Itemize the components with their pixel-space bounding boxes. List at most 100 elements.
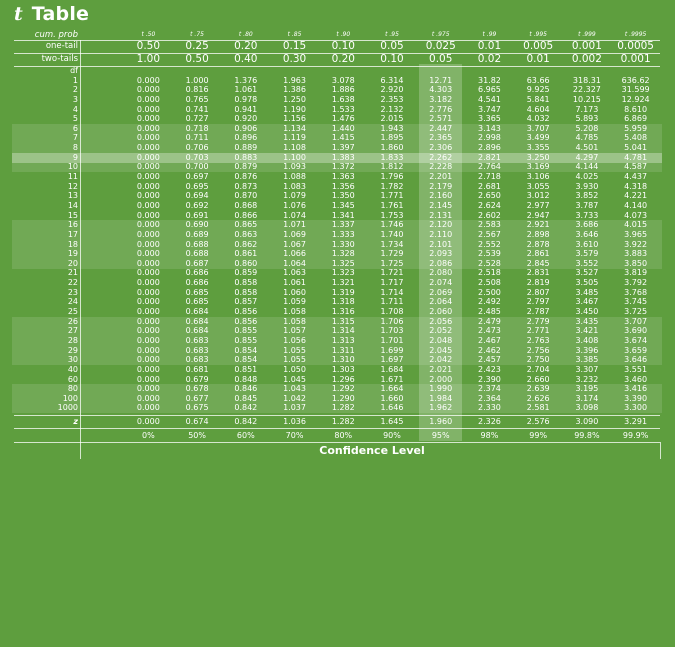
table-cell: 0.000 — [136, 374, 160, 384]
table-cell: 4.781 — [624, 152, 648, 162]
table-cell: 1.042 — [283, 393, 306, 403]
table-cell: 2.306 — [429, 143, 453, 153]
table-cell: 2.779 — [526, 316, 550, 326]
table-cell: 1.440 — [331, 123, 355, 133]
table-cell: 10.215 — [572, 94, 601, 104]
table-cell: 3.385 — [575, 355, 599, 365]
table-cell: 1.282 — [331, 417, 355, 427]
divider-line — [14, 66, 660, 67]
divider-line — [14, 53, 660, 54]
table-row: 24 0.000 0.685 0.857 1.059 1.318 1.711 2.064 2.4… — [0, 297, 660, 307]
table-cell: 4.140 — [624, 200, 648, 210]
table-cell: 0.862 — [234, 239, 258, 249]
table-cell: 3.106 — [526, 172, 550, 182]
table-cell: 1.740 — [380, 229, 404, 239]
table-cell: 0.727 — [185, 114, 209, 124]
table-cell: 3.659 — [624, 345, 648, 355]
table-cell: 0.678 — [185, 384, 209, 394]
row-label: 6 — [72, 123, 78, 133]
table-row: 1000 0.000 0.675 0.842 1.037 1.282 1.646 1.962 2… — [0, 403, 660, 413]
table-cell: 98% — [480, 430, 499, 440]
table-cell: 1.061 — [283, 278, 306, 288]
table-cell: 318.31 — [572, 75, 601, 85]
table-cell: 0.858 — [234, 278, 258, 288]
table-cell: 0.000 — [136, 210, 160, 220]
table-row: 7 0.000 0.711 0.896 1.119 1.415 1.895 2.365 2.99… — [0, 133, 660, 143]
table-row: 22 0.000 0.686 0.858 1.061 1.321 1.717 2.074 2.5… — [0, 278, 660, 288]
table-cell: 0.001 — [571, 40, 602, 52]
table-cell: 0.000 — [136, 133, 160, 143]
table-cell: 1.782 — [380, 181, 404, 191]
table-cell: 0.861 — [234, 249, 258, 259]
table-cell: 4.144 — [575, 162, 599, 172]
table-cell: 1.056 — [283, 335, 306, 345]
table-cell: 2.060 — [429, 307, 453, 317]
table-cell: 1.699 — [380, 345, 404, 355]
table-cell: 0.688 — [185, 249, 209, 259]
row-label: two-tails — [41, 54, 78, 64]
table-cell: 1.337 — [331, 220, 355, 230]
table-cell: 2.764 — [477, 162, 501, 172]
table-cell: 1.717 — [380, 278, 404, 288]
table-cell: 2.896 — [477, 143, 501, 153]
table-cell: 2.479 — [477, 316, 501, 326]
table-cell: 1.055 — [283, 345, 306, 355]
table-cell: 4.318 — [624, 181, 648, 191]
table-cell: 63.66 — [526, 75, 550, 85]
spacer — [82, 384, 124, 394]
row-label: 15 — [67, 210, 78, 220]
table-cell: 1.328 — [331, 249, 355, 259]
table-cell: 0.000 — [136, 345, 160, 355]
table-cell: 1.345 — [331, 200, 355, 210]
table-cell: 3.852 — [575, 191, 599, 201]
table-cell: 0.690 — [185, 220, 209, 230]
table-cell: 70% — [285, 430, 304, 440]
table-row: 13 0.000 0.694 0.870 1.079 1.350 1.771 2.160 2.6… — [0, 191, 660, 201]
table-cell: 1.397 — [331, 143, 355, 153]
table-cell: 1.943 — [380, 123, 404, 133]
table-cell: 1.061 — [234, 85, 258, 95]
row-label: 5 — [72, 114, 78, 124]
table-cell: 1.050 — [283, 364, 306, 374]
table-cell: 1.314 — [331, 326, 355, 336]
table-cell: 1.310 — [331, 355, 355, 365]
table-cell: 2.756 — [526, 345, 550, 355]
table-cell: 1.083 — [283, 181, 306, 191]
table-cell: 0.941 — [234, 104, 258, 114]
table-cell: 0.675 — [185, 403, 209, 413]
row-label: 24 — [67, 297, 78, 307]
row-label: 14 — [67, 200, 78, 210]
table-cell: 2.492 — [477, 297, 501, 307]
table-cell: 1.058 — [283, 316, 306, 326]
table-row: 9 0.000 0.703 0.883 1.100 1.383 1.833 2.262 2.82… — [0, 153, 660, 163]
table-cell: 0.000 — [136, 403, 160, 413]
table-cell: 0.845 — [234, 393, 258, 403]
table-cell: 3.579 — [575, 249, 599, 259]
table-cell: 2.374 — [477, 384, 501, 394]
table-cell: 0.000 — [136, 326, 160, 336]
spacer — [82, 66, 124, 76]
table-cell: 0.679 — [185, 374, 209, 384]
table-cell: 5.208 — [575, 123, 599, 133]
table-cell: 0.684 — [185, 307, 209, 317]
header-row-df: df — [0, 66, 660, 76]
table-cell: t .90 — [336, 31, 351, 38]
table-cell: 1.356 — [331, 181, 355, 191]
table-cell: 4.437 — [624, 172, 648, 182]
table-cell: 1.703 — [380, 326, 404, 336]
table-cell: 3.174 — [575, 393, 599, 403]
spacer — [82, 85, 124, 95]
table-cell: 2.390 — [477, 374, 501, 384]
table-cell: 0.02 — [477, 53, 502, 65]
table-cell: 1.190 — [283, 104, 306, 114]
table-cell: 3.646 — [624, 355, 648, 365]
table-cell: 0.765 — [185, 94, 209, 104]
table-cell: 0.000 — [136, 75, 160, 85]
table-cell: 4.297 — [575, 152, 599, 162]
table-cell: t .999 — [578, 31, 596, 38]
table-cell: 2.977 — [526, 200, 550, 210]
table-cell: 8.610 — [624, 104, 648, 114]
table-cell: 0.50 — [185, 53, 209, 65]
table-cell: 2.528 — [477, 258, 501, 268]
table-cell: 0.000 — [136, 384, 160, 394]
